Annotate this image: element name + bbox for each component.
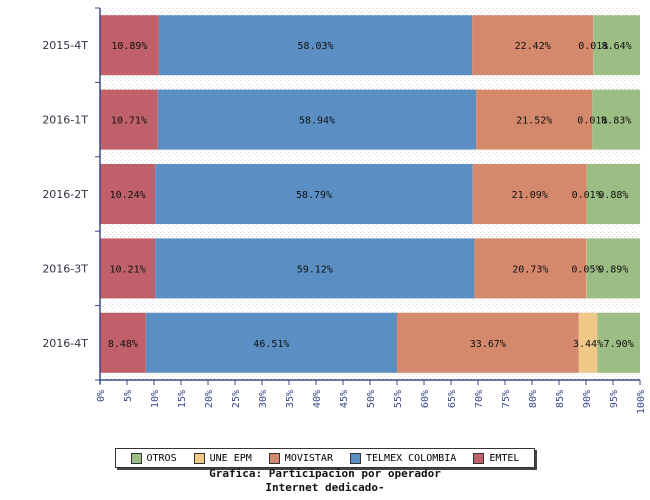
bar-segment-otros	[592, 89, 641, 150]
category-label: 2015-4T	[42, 39, 88, 52]
data-label: 0.01%	[572, 190, 602, 201]
x-tick-label: 35%	[285, 390, 296, 408]
data-label: 7.90%	[604, 339, 634, 350]
x-tick-label: 10%	[150, 390, 161, 408]
bar-segment-movistar	[396, 312, 579, 373]
bar-segment-telmex-colombia	[155, 238, 475, 299]
legend-item: OTROS	[130, 452, 177, 464]
x-tick-label: 50%	[366, 390, 377, 408]
data-label: 22.42%	[515, 41, 551, 52]
bar-segment-emtel	[100, 164, 156, 224]
legend-item: MOVISTAR	[268, 452, 333, 464]
data-label: 21.52%	[516, 116, 552, 127]
data-label: 8.48%	[108, 339, 138, 350]
x-tick-label: 90%	[582, 390, 593, 408]
data-label: 0.05%	[571, 264, 601, 275]
x-tick-label: 75%	[501, 390, 512, 408]
bar-segment-movistar	[476, 89, 593, 150]
data-label: 33.67%	[470, 339, 506, 350]
bar-segment-otros	[597, 312, 640, 373]
legend-label: TELMEX COLOMBIA	[365, 452, 457, 464]
x-tick-label: 85%	[555, 390, 566, 408]
x-tick-label: 15%	[177, 390, 188, 408]
legend-label: UNE EPM	[209, 452, 252, 464]
x-tick-label: 25%	[231, 390, 242, 408]
x-tick-label: 95%	[609, 390, 620, 408]
category-label: 2016-1T	[42, 114, 88, 127]
bar-segment-emtel	[100, 238, 156, 299]
legend-item: TELMEX COLOMBIA	[349, 452, 457, 464]
bar-segment-movistar	[472, 164, 587, 224]
category-label: 2016-3T	[42, 262, 88, 275]
x-tick-label: 45%	[339, 390, 350, 408]
data-label: 3.44%	[573, 339, 603, 350]
legend-label: EMTEL	[489, 452, 520, 464]
bar-segment-telmex-colombia	[155, 164, 473, 224]
data-label: 58.94%	[299, 116, 335, 127]
data-label: 8.64%	[602, 41, 632, 52]
data-label: 9.89%	[598, 264, 628, 275]
data-label: 10.89%	[111, 41, 147, 52]
x-tick-label: 70%	[474, 390, 485, 408]
data-label: 46.51%	[253, 339, 289, 350]
bar-segment-une-epm	[578, 312, 598, 373]
legend-item: UNE EPM	[193, 452, 252, 464]
legend-label: MOVISTAR	[284, 452, 333, 464]
data-label: 21.09%	[512, 190, 548, 201]
bar-segment-telmex-colombia	[157, 89, 477, 150]
labels-group: 10.89% 58.03% 22.42% 0.01%8.64%2015-4T10.71…	[42, 39, 647, 414]
axes-group	[95, 7, 641, 385]
bar-segment-otros	[586, 164, 641, 224]
data-label: 10.71%	[111, 116, 147, 127]
bars-group	[100, 15, 641, 373]
x-tick-label: 100%	[636, 390, 647, 414]
data-label: 10.24%	[110, 190, 146, 201]
data-label: 9.88%	[598, 190, 628, 201]
data-label: 58.03%	[297, 41, 333, 52]
x-tick-label: 20%	[204, 390, 215, 408]
chart-title: Grafica: Participacion por operador	[209, 467, 441, 480]
legend-swatch	[473, 452, 485, 464]
legend-item: EMTEL	[473, 452, 520, 464]
bar-segment-otros	[586, 238, 640, 299]
data-label: 0.01%	[578, 41, 608, 52]
legend-swatch	[349, 452, 361, 464]
chart-caption: Grafica: Participacion por operador Inte…	[0, 467, 650, 495]
x-tick-label: 65%	[447, 390, 458, 408]
legend-swatch	[193, 452, 205, 464]
bar-segment-emtel	[100, 312, 146, 373]
legend-swatch	[130, 452, 142, 464]
data-label: 0.01%	[577, 116, 607, 127]
bar-segment-movistar	[472, 15, 594, 76]
x-tick-label: 0%	[96, 390, 107, 402]
data-label: 8.83%	[601, 116, 631, 127]
bar-segment-movistar	[474, 238, 587, 299]
x-tick-label: 80%	[528, 390, 539, 408]
data-label: 58.79%	[296, 190, 332, 201]
data-label: 59.12%	[297, 264, 333, 275]
data-label: 20.73%	[512, 264, 548, 275]
x-tick-label: 30%	[258, 390, 269, 408]
legend-swatch	[268, 452, 280, 464]
x-tick-label: 5%	[123, 390, 134, 402]
chart-subtitle: Internet dedicado-	[265, 481, 385, 494]
bar-segment-emtel	[100, 15, 159, 76]
data-label: 10.21%	[110, 264, 146, 275]
bar-segment-telmex-colombia	[145, 312, 397, 373]
legend-label: OTROS	[146, 452, 177, 464]
category-label: 2016-2T	[42, 188, 88, 201]
category-label: 2016-4T	[42, 337, 88, 350]
chart-legend: OTROS UNE EPM MOVISTAR TELMEX COLOMBIA EMTEL	[115, 448, 535, 468]
bar-segment-otros	[593, 15, 640, 76]
x-tick-label: 55%	[393, 390, 404, 408]
x-tick-label: 60%	[420, 390, 431, 408]
bar-segment-emtel	[100, 89, 158, 150]
bar-segment-telmex-colombia	[158, 15, 473, 76]
bar-segment-une-epm	[586, 238, 587, 299]
x-tick-label: 40%	[312, 390, 323, 408]
